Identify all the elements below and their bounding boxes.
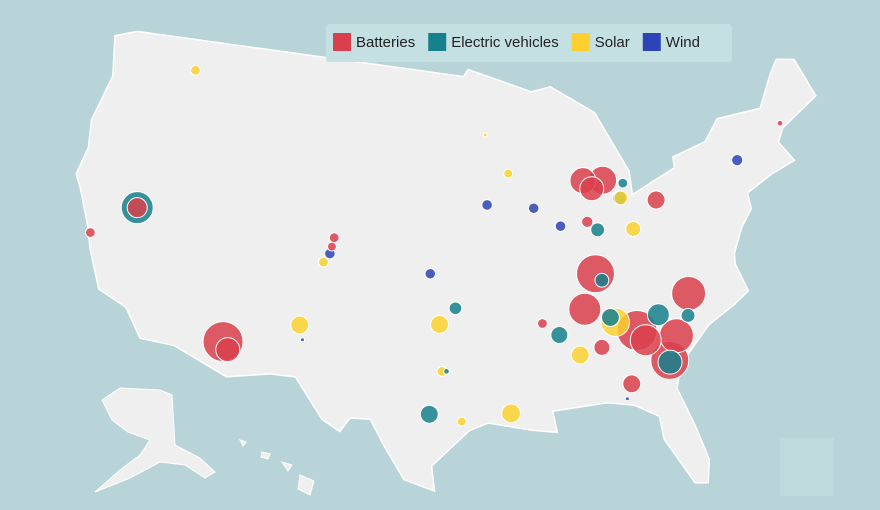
- territories-box: [780, 438, 834, 496]
- bubble: [419, 404, 439, 424]
- legend-label: Batteries: [356, 34, 415, 51]
- bubble: [576, 254, 615, 294]
- bubble: [537, 318, 548, 329]
- hawaii: [239, 439, 315, 496]
- bubble: [299, 337, 305, 343]
- bubble: [326, 241, 337, 252]
- bubble: [579, 176, 605, 202]
- bubble: [456, 416, 467, 427]
- bubble: [613, 190, 629, 206]
- bubble: [550, 325, 569, 344]
- bubble: [776, 119, 784, 127]
- bubble: [680, 308, 696, 323]
- bubble: [590, 222, 606, 238]
- bubble: [126, 197, 148, 219]
- bubble: [290, 315, 310, 335]
- legend: Batteries Electric vehicles Solar Wind: [333, 33, 700, 51]
- legend-label: Wind: [666, 34, 700, 51]
- bubble: [554, 220, 567, 232]
- legend-swatch: [571, 33, 590, 51]
- bubble: [318, 256, 329, 268]
- bubble: [624, 396, 630, 402]
- bubble: [671, 275, 707, 311]
- bubble: [594, 272, 610, 288]
- alaska: [94, 387, 216, 493]
- bubble: [482, 132, 488, 138]
- bubble: [190, 64, 201, 76]
- bubbles: [85, 64, 784, 427]
- legend-box: [326, 24, 732, 62]
- legend-swatch: [333, 33, 351, 51]
- bubble: [443, 368, 450, 375]
- bubble: [328, 232, 340, 244]
- bubble: [593, 338, 611, 356]
- legend-swatch: [428, 33, 447, 51]
- bubble: [622, 374, 642, 394]
- bubble: [600, 307, 620, 327]
- bubble: [581, 215, 594, 229]
- bubble: [568, 292, 602, 326]
- legend-label: Solar: [595, 34, 630, 51]
- bubble: [430, 315, 449, 334]
- bubble: [527, 202, 540, 215]
- legend-swatch: [642, 33, 661, 51]
- bubble: [731, 153, 744, 167]
- bubble: [448, 301, 463, 316]
- bubble: [646, 190, 666, 210]
- bubble: [503, 168, 514, 179]
- legend-label: Electric vehicles: [451, 34, 559, 51]
- bubble: [629, 324, 662, 357]
- bubble: [570, 345, 590, 365]
- bubble: [501, 403, 521, 424]
- bubble: [617, 177, 629, 189]
- bubble: [85, 227, 96, 238]
- bubble: [215, 337, 241, 363]
- bubble: [625, 221, 642, 237]
- bubble: [481, 199, 493, 211]
- bubble: [646, 303, 670, 327]
- bubble: [424, 267, 437, 280]
- bubble: [657, 349, 683, 375]
